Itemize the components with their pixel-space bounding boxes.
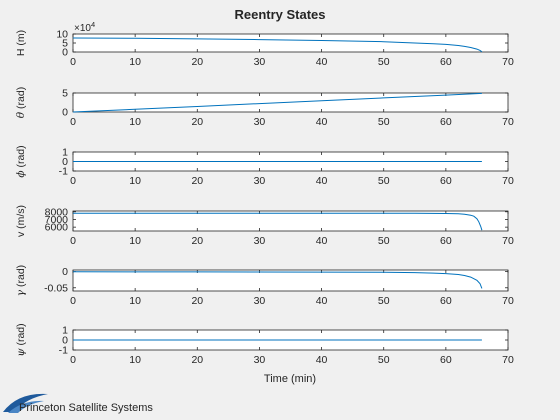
x-tick-label: 60 bbox=[440, 175, 452, 187]
x-tick-label: 40 bbox=[316, 354, 328, 366]
x-tick-label: 10 bbox=[129, 56, 141, 68]
y-axis-label: v (m/s) bbox=[15, 205, 27, 237]
y-tick-label: -0.05 bbox=[44, 282, 68, 294]
y-tick-label: 5 bbox=[62, 38, 68, 50]
y-tick-label: 0 bbox=[62, 266, 68, 278]
x-tick-label: 10 bbox=[129, 235, 141, 247]
x-tick-label: 20 bbox=[191, 235, 203, 247]
x-tick-label: 30 bbox=[254, 354, 266, 366]
x-tick-label: 60 bbox=[440, 295, 452, 307]
x-tick-label: 50 bbox=[378, 295, 390, 307]
x-tick-label: 0 bbox=[70, 295, 76, 307]
x-tick-label: 50 bbox=[378, 354, 390, 366]
x-tick-label: 70 bbox=[502, 235, 514, 247]
y-tick-label: -1 bbox=[59, 166, 68, 178]
y-tick-label: 0 bbox=[62, 107, 68, 119]
x-tick-label: 40 bbox=[316, 295, 328, 307]
series-line bbox=[72, 92, 482, 113]
x-tick-label: 20 bbox=[191, 295, 203, 307]
y-axis-label: ϕ (rad) bbox=[15, 145, 27, 177]
x-tick-label: 0 bbox=[70, 354, 76, 366]
y-tick-label: 5 bbox=[62, 88, 68, 100]
subplot-2: 0 10 20 30 40 50 60 70 0 5 θ (rad) bbox=[15, 87, 514, 128]
x-tick-label: 20 bbox=[191, 56, 203, 68]
y-tick-label: 0 bbox=[62, 47, 68, 59]
x-tick-label: 0 bbox=[70, 116, 76, 128]
y-exponent-label: ×104 bbox=[74, 20, 95, 34]
y-axis-label: θ (rad) bbox=[15, 87, 27, 118]
x-tick-label: 40 bbox=[316, 56, 328, 68]
x-tick-label: 40 bbox=[316, 235, 328, 247]
x-tick-label: 20 bbox=[191, 116, 203, 128]
x-tick-label: 30 bbox=[254, 56, 266, 68]
axes-box bbox=[72, 33, 509, 53]
x-tick-label: 70 bbox=[502, 354, 514, 366]
x-tick-label: 0 bbox=[70, 56, 76, 68]
x-axis-label: Time (min) bbox=[264, 373, 316, 385]
y-tick-label: 7000 bbox=[45, 214, 69, 226]
figure-title: Reentry States bbox=[234, 7, 325, 22]
pss-logo-icon bbox=[3, 393, 48, 413]
x-tick-label: 20 bbox=[191, 175, 203, 187]
x-tick-label: 10 bbox=[129, 116, 141, 128]
x-tick-label: 10 bbox=[129, 175, 141, 187]
x-tick-label: 50 bbox=[378, 56, 390, 68]
series-line bbox=[73, 212, 483, 231]
x-tick-label: 30 bbox=[254, 116, 266, 128]
x-tick-label: 40 bbox=[316, 175, 328, 187]
y-tick-label: 8000 bbox=[45, 206, 69, 218]
axes-box bbox=[72, 269, 509, 292]
y-axis-label: ψ (rad) bbox=[15, 323, 27, 356]
y-axis-label: γ (rad) bbox=[15, 265, 27, 296]
y-tick-label: 10 bbox=[56, 29, 68, 41]
x-tick-label: 10 bbox=[129, 354, 141, 366]
x-tick-label: 50 bbox=[378, 175, 390, 187]
x-tick-label: 0 bbox=[70, 175, 76, 187]
x-tick-label: 70 bbox=[502, 56, 514, 68]
y-tick-label: 0 bbox=[62, 335, 68, 347]
x-tick-label: 60 bbox=[440, 56, 452, 68]
x-tick-label: 30 bbox=[254, 235, 266, 247]
y-tick-label: 1 bbox=[62, 147, 68, 159]
brand-text: Princeton Satellite Systems bbox=[19, 402, 153, 414]
y-tick-label: 6000 bbox=[45, 222, 69, 234]
x-tick-label: 70 bbox=[502, 295, 514, 307]
y-axis-label: H (m) bbox=[15, 30, 27, 56]
x-tick-label: 50 bbox=[378, 235, 390, 247]
x-tick-label: 30 bbox=[254, 295, 266, 307]
series-line bbox=[72, 271, 483, 289]
x-tick-label: 40 bbox=[316, 116, 328, 128]
x-tick-label: 70 bbox=[502, 175, 514, 187]
y-tick-label: 0 bbox=[62, 156, 68, 168]
axes-box bbox=[72, 210, 509, 232]
y-tick-label: -1 bbox=[59, 345, 68, 357]
x-tick-label: 20 bbox=[191, 354, 203, 366]
y-tick-label: 1 bbox=[62, 325, 68, 337]
series-line bbox=[72, 37, 483, 53]
x-tick-label: 0 bbox=[70, 235, 76, 247]
x-tick-label: 50 bbox=[378, 116, 390, 128]
x-tick-label: 60 bbox=[440, 354, 452, 366]
x-tick-label: 30 bbox=[254, 175, 266, 187]
x-tick-label: 10 bbox=[129, 295, 141, 307]
x-tick-label: 60 bbox=[440, 116, 452, 128]
x-tick-label: 70 bbox=[502, 116, 514, 128]
x-tick-label: 60 bbox=[440, 235, 452, 247]
